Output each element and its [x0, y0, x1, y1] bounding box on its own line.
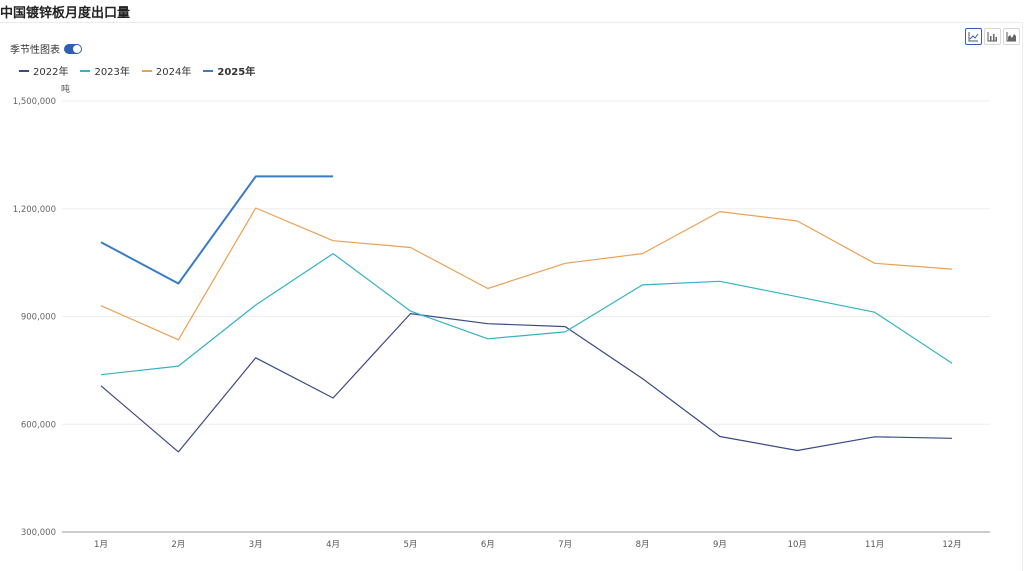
legend-item[interactable]: 2024年 [141, 63, 192, 78]
line-chart-icon [968, 32, 979, 42]
legend-label: 2023年 [94, 67, 130, 78]
bar-chart-icon [987, 32, 997, 42]
area-chart-button[interactable] [1003, 28, 1020, 45]
x-tick-label: 12月 [942, 540, 961, 550]
chart-legend: 2022年 2023年 2024年 2025年 [19, 63, 255, 78]
legend-label: 2025年 [217, 67, 256, 78]
legend-label: 2022年 [33, 67, 69, 78]
page-title: 中国镀锌板月度出口量 [0, 6, 131, 21]
x-tick-label: 8月 [636, 540, 650, 550]
x-tick-label: 7月 [558, 540, 572, 550]
x-tick-label: 5月 [403, 540, 417, 550]
legend-swatch [141, 69, 152, 72]
legend-item[interactable]: 2025年 [203, 63, 255, 78]
series-line-2024年 [100, 207, 953, 341]
chart-type-toolbar [965, 28, 1020, 45]
y-tick-label: 1,200,000 [13, 205, 56, 215]
y-tick-label: 300,000 [21, 528, 56, 538]
x-tick-label: 10月 [788, 540, 807, 550]
x-tick-label: 11月 [865, 540, 884, 550]
x-tick-label: 2月 [171, 540, 185, 550]
legend-item[interactable]: 2022年 [19, 63, 68, 78]
y-tick-label: 900,000 [21, 313, 56, 323]
x-tick-label: 6月 [481, 540, 495, 550]
y-tick-label: 1,500,000 [13, 97, 56, 107]
y-tick-label: 600,000 [21, 420, 56, 430]
seasonal-chart-toggle-group: 季节性图表 [10, 41, 82, 56]
seasonal-chart-label: 季节性图表 [10, 45, 60, 56]
seasonal-chart-toggle[interactable] [64, 43, 82, 54]
x-tick-label: 4月 [326, 540, 340, 550]
legend-swatch [203, 69, 214, 72]
x-tick-label: 1月 [94, 540, 108, 550]
series-line-2023年 [100, 253, 953, 376]
area-chart-icon [1006, 32, 1016, 42]
bar-chart-button[interactable] [984, 28, 1001, 45]
legend-item[interactable]: 2023年 [80, 63, 130, 78]
series-line-2025年 [100, 175, 334, 285]
x-tick-label: 9月 [713, 540, 727, 550]
toggle-knob [73, 44, 81, 53]
legend-label: 2024年 [155, 67, 192, 78]
chart-frame [0, 22, 1023, 571]
series-line-2022年 [100, 313, 953, 453]
line-chart-button[interactable] [965, 28, 982, 45]
legend-swatch [80, 69, 91, 72]
x-tick-label: 3月 [249, 540, 263, 550]
legend-swatch [19, 69, 29, 72]
y-axis-unit: 吨 [61, 85, 71, 95]
